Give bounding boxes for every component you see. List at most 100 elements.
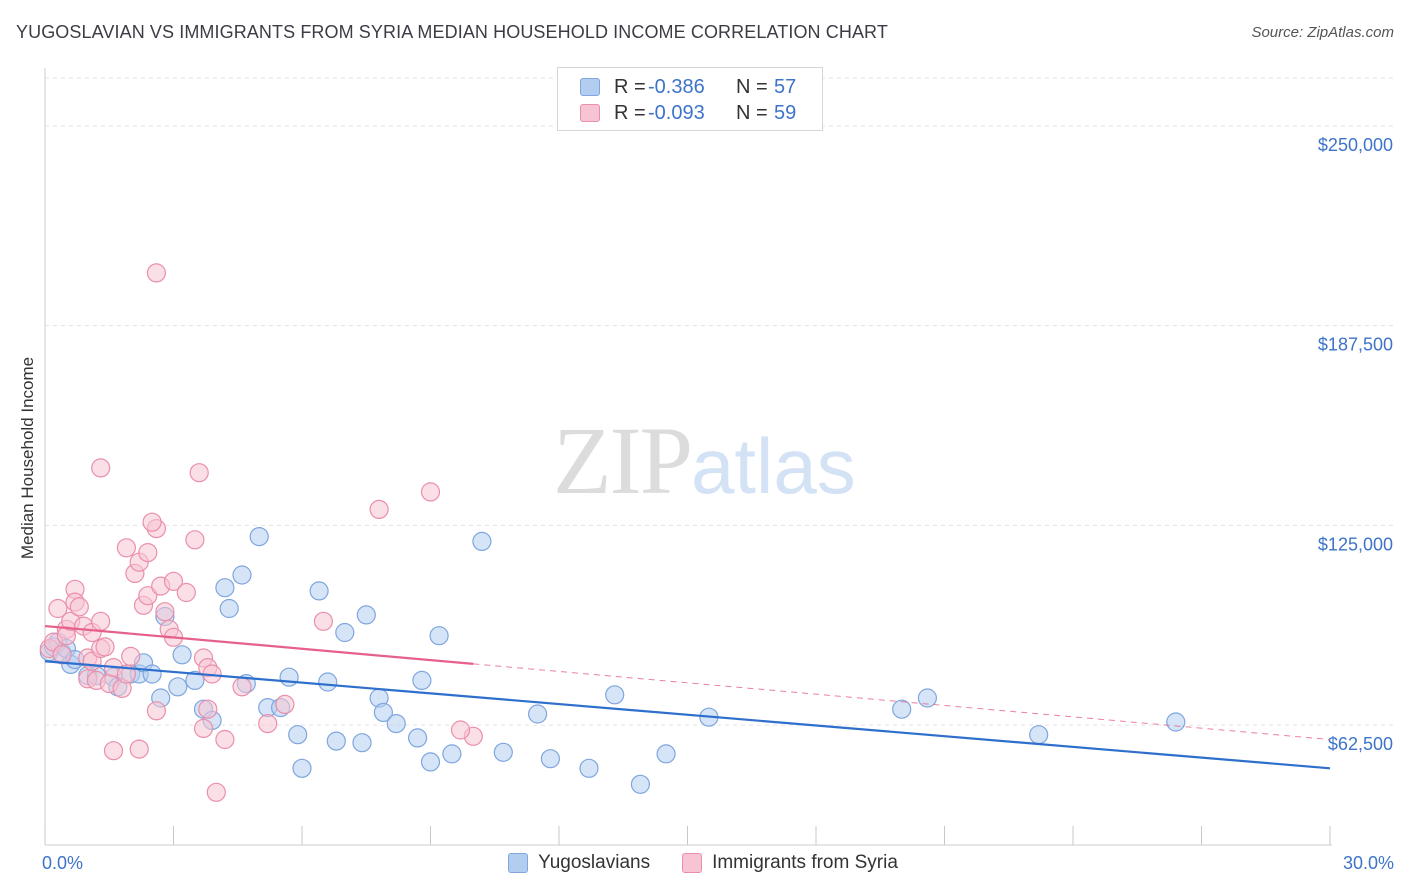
syria-point [91,611,111,631]
syria-trend-line-dashed [473,663,1331,741]
pink-swatch-icon [580,104,600,122]
syria-point [206,782,226,802]
yugoslavian-point [373,702,393,723]
syria-point [52,645,72,665]
yugoslavian-point [232,565,252,585]
blue-swatch-icon [508,853,529,873]
syria-point [232,677,252,697]
syria-point [95,637,115,657]
yugoslavian-point [215,578,235,598]
yugoslavian-point [493,742,513,762]
syria-point [198,699,218,719]
yugoslavian-point [386,713,406,734]
syria-point [121,646,141,667]
yugoslavian-point [292,758,312,778]
stats-legend: R = -0.386 N = 57 R = -0.093 N = 59 [557,67,823,131]
syria-point [155,602,175,622]
syria-point [420,482,441,502]
syria-point [313,611,333,631]
yugoslavian-point [527,704,548,724]
syria-point [176,582,196,603]
yugoslavian-point [1166,712,1186,732]
n-label: N = [736,101,768,124]
chart-title: YUGOSLAVIAN VS IMMIGRANTS FROM SYRIA MED… [16,22,888,42]
syria-point [450,720,471,740]
legend-label: Immigrants from Syria [712,852,898,873]
yugoslavian-point [309,581,329,601]
yugoslavian-point [168,677,188,697]
r-value: -0.093 [648,101,705,124]
syria-point [91,458,111,478]
yugoslavian-point [412,670,432,691]
syria-point [215,729,235,750]
syria-point [116,538,137,558]
syria-point [275,694,295,715]
r-label: R = [614,101,646,124]
legend-item-yugoslavians[interactable]: Yugoslavians [508,852,650,874]
syria-point [193,718,214,739]
n-value: 59 [774,101,797,124]
watermark-atlas: atlas [691,422,856,510]
syria-point [163,571,184,591]
yugoslavian-point [288,725,308,745]
yugoslavian-point [605,685,625,705]
y-tick-label: $62,500 [1328,734,1393,754]
yugoslavian-point [249,526,269,547]
yugoslavian-point [219,598,239,619]
syria-point [185,530,205,550]
yugoslavian-point [142,664,162,684]
legend-item-syria[interactable]: Immigrants from Syria [682,852,898,874]
yugoslavian-point [352,733,372,753]
syria-point [146,263,166,283]
yugoslavian-point [420,752,441,772]
yugoslavian-point [472,531,492,552]
blue-swatch-icon [580,78,600,96]
x-tick-label: 30.0% [1343,853,1394,873]
syria-trend-line [44,624,474,665]
yugoslavian-point [279,667,299,687]
watermark: ZIPatlas [553,405,856,516]
source-note: Source: ZipAtlas.com [1251,24,1394,41]
yugoslavian-point [172,645,192,665]
syria-point [146,701,166,721]
yugoslavian-point [1029,725,1049,745]
yugoslavian-trend-line [44,660,1331,770]
yugoslavian-point [408,728,428,748]
yugoslavian-point [630,774,651,794]
series-legend: Yugoslavians Immigrants from Syria [0,852,1406,874]
r-value: -0.386 [648,75,705,98]
yugoslavian-point [356,605,376,625]
y-tick-label: $125,000 [1318,534,1393,554]
syria-point [129,739,149,759]
stats-legend-row-yugoslavians: R = -0.386 N = 57 [580,75,796,99]
yugoslavian-point [540,749,561,769]
watermark-zip: ZIP [553,407,693,514]
syria-point [103,741,124,761]
syria-point [48,598,68,619]
n-label: N = [736,75,768,98]
yugoslavian-point [185,670,205,691]
yugoslavian-point [326,731,346,751]
yugoslavian-point [429,626,449,646]
yugoslavian-point [892,699,912,719]
yugoslavian-point [917,688,938,708]
yugoslavian-point [442,744,462,764]
syria-point [138,586,158,606]
yugoslavian-point [656,744,676,764]
x-tick-label: 0.0% [42,853,83,873]
syria-point [189,463,209,483]
y-tick-label: $250,000 [1318,135,1393,155]
r-label: R = [614,75,646,98]
syria-point [138,542,158,563]
y-tick-label: $187,500 [1318,335,1393,355]
yugoslavian-point [335,622,355,643]
n-value: 57 [774,75,797,98]
legend-label: Yugoslavians [538,852,651,873]
pink-swatch-icon [682,853,703,873]
syria-point [258,713,278,734]
yugoslavian-point [318,672,338,692]
stats-legend-row-syria: R = -0.093 N = 59 [580,101,796,125]
syria-point [142,512,162,532]
yugoslavian-point [579,758,599,778]
